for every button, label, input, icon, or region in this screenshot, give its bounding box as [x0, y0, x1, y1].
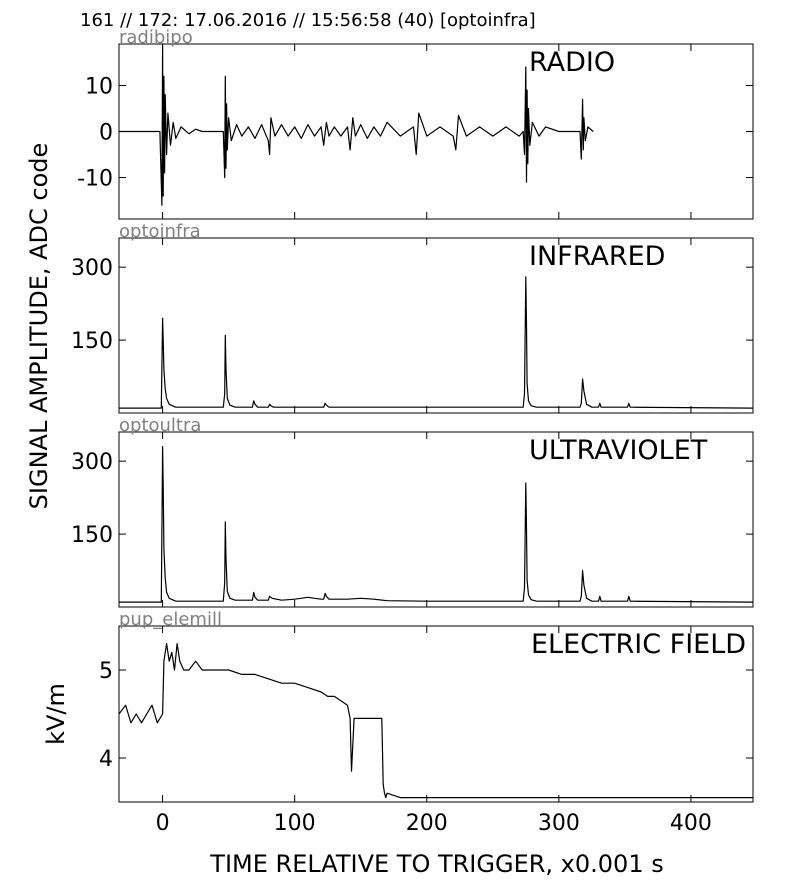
panel-frame-2 — [118, 431, 754, 608]
x-tick-label-1: 100 — [274, 811, 316, 836]
panel-source-2: optoultra — [119, 415, 201, 436]
panel-title-0: RADIO — [529, 47, 615, 78]
panel-title-1: INFRARED — [529, 241, 665, 272]
y-tick-label-1-0: 150 — [71, 329, 113, 354]
y-tick-label-3-0: 4 — [99, 747, 113, 772]
y-tick-label-2-1: 300 — [71, 450, 113, 475]
panel-source-0: radibipo — [119, 27, 193, 48]
panel-title-2: ULTRAVIOLET — [529, 435, 708, 466]
y-tick-label-0-2: 10 — [85, 74, 113, 99]
x-tick-label-0: 0 — [156, 811, 170, 836]
series-line-1 — [119, 276, 754, 409]
panel-source-1: optoinfra — [119, 221, 201, 242]
x-axis-label: TIME RELATIVE TO TRIGGER, x0.001 s — [209, 850, 663, 878]
y-tick-label-1-1: 300 — [71, 256, 113, 281]
header-text: 161 // 172: 17.06.2016 // 15:56:58 (40) … — [80, 10, 536, 31]
y-tick-label-2-0: 150 — [71, 523, 113, 548]
shared-y-axis-label: SIGNAL AMPLITUDE, ADC code — [25, 143, 53, 510]
panel-title-3: ELECTRIC FIELD — [531, 629, 746, 660]
y-tick-label-0-1: 0 — [99, 121, 113, 146]
panels: -10 0 10 radibipo RADIO 150 300 optoinfra INFRAR… — [42, 27, 754, 836]
y-tick-label-3-1: 5 — [99, 659, 113, 684]
series-line-2 — [119, 446, 754, 603]
panel-frame-1 — [118, 237, 754, 414]
series-line-3 — [118, 643, 753, 799]
x-tick-label-4: 400 — [670, 811, 712, 836]
panel-source-3: pup_elemill — [119, 609, 222, 630]
x-tick-label-3: 300 — [538, 811, 580, 836]
series-line-0 — [119, 43, 594, 206]
panel-ylabel-3: kV/m — [42, 683, 70, 745]
y-tick-label-0-0: -10 — [77, 167, 113, 192]
x-tick-label-2: 200 — [406, 811, 448, 836]
